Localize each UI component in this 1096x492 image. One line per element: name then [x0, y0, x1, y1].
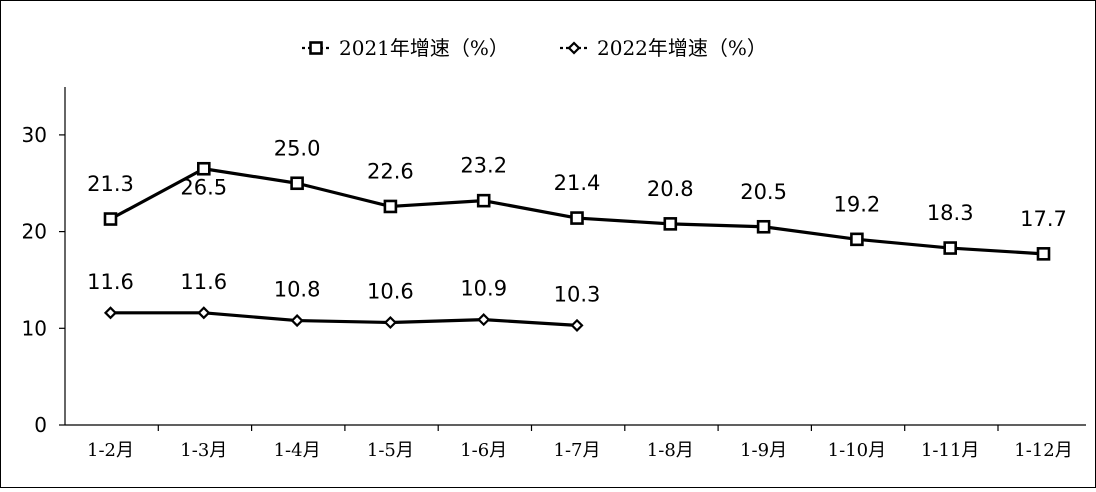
series-layer: [103, 161, 1051, 332]
legend-item-2: 2022年增速（%）: [560, 36, 767, 60]
square-marker: [943, 241, 958, 255]
y-tick-label: 0: [34, 413, 47, 437]
legend-square-icon: [309, 41, 323, 55]
data-label: 10.9: [460, 277, 507, 301]
legend-item-1: 2021年增速（%）: [302, 36, 509, 60]
diamond-marker: [570, 318, 584, 332]
square-marker: [570, 211, 584, 225]
data-label: 19.2: [834, 192, 881, 216]
square-marker: [383, 199, 398, 214]
square-marker: [476, 193, 491, 208]
square-marker: [1036, 247, 1051, 261]
data-label: 21.4: [554, 171, 601, 195]
data-label: 11.6: [87, 270, 134, 294]
x-tick-label: 1-2月: [87, 440, 134, 461]
y-tick-label: 20: [22, 220, 47, 244]
data-label: 10.6: [367, 279, 414, 303]
x-tick-label: 1-12月: [1014, 440, 1072, 461]
square-marker: [756, 219, 771, 234]
x-tick-label: 1-5月: [367, 440, 414, 461]
square-marker: [103, 212, 118, 226]
data-label: 21.3: [87, 172, 134, 196]
legend-diamond-icon: [567, 41, 581, 55]
data-label: 22.6: [367, 159, 414, 183]
data-label: 20.8: [647, 177, 694, 201]
data-label: 17.7: [1020, 207, 1067, 231]
data-labels: 21.3 26.5 25.0 22.6 23.2 21.4 20.8 20.5 19.2 18.3…: [87, 136, 1067, 306]
diamond-marker: [290, 314, 304, 328]
data-label: 10.8: [274, 278, 321, 302]
square-marker: [290, 176, 304, 191]
y-tick-label: 10: [22, 316, 47, 340]
data-label: 11.6: [180, 270, 227, 294]
legend-label: 2021年增速（%）: [339, 36, 509, 60]
x-tick-label: 1-9月: [740, 440, 787, 461]
legend: 2021年增速（%） 2022年增速（%）: [302, 36, 767, 60]
data-label: 10.3: [554, 282, 601, 306]
data-label: 23.2: [460, 154, 507, 178]
data-label: 25.0: [274, 136, 321, 160]
x-tick-label: 1-3月: [180, 440, 227, 461]
diamond-marker: [103, 306, 118, 320]
series-line-2: [110, 311, 578, 327]
x-tick-label: 1-4月: [274, 440, 321, 461]
x-tick-label: 1-8月: [647, 440, 694, 461]
square-marker: [850, 232, 864, 247]
data-label: 18.3: [927, 201, 974, 225]
axes: 0 10 20 30 1-2月 1-3月 1-4月 1-5月 1-6月 1-7月 1-8月 1-9月 1…: [22, 87, 1086, 461]
diamond-marker: [197, 306, 211, 320]
x-tick-label: 1-11月: [921, 440, 979, 461]
diamond-marker: [477, 313, 491, 327]
data-label: 26.5: [180, 176, 227, 200]
data-label: 20.5: [740, 180, 787, 204]
diamond-marker: [383, 315, 397, 330]
x-tick-label: 1-7月: [554, 440, 601, 461]
y-tick-label: 30: [22, 123, 47, 147]
square-marker: [663, 217, 678, 231]
square-marker: [197, 161, 211, 176]
legend-label: 2022年增速（%）: [597, 36, 767, 60]
x-tick-label: 1-6月: [460, 440, 507, 461]
x-tick-label: 1-10月: [828, 440, 886, 461]
